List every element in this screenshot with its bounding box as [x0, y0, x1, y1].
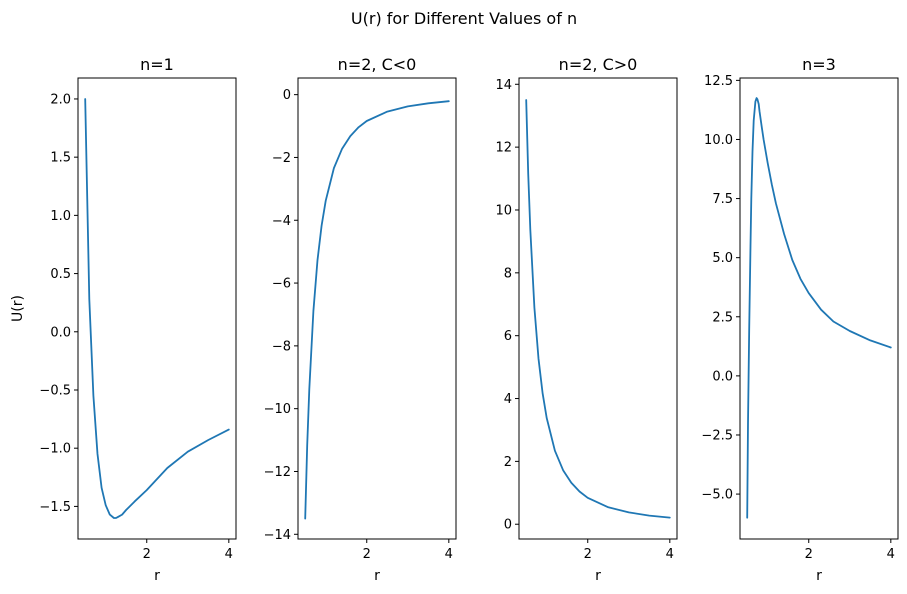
y-tick-label: −10 — [264, 402, 291, 417]
subplot-title: n=3 — [802, 55, 836, 74]
axes-frame-4 — [739, 77, 899, 540]
y-tick-label: 6 — [504, 329, 512, 344]
x-axis-label: r — [595, 568, 601, 584]
y-tick-label: 10.0 — [704, 133, 733, 148]
y-tick-label: −8 — [272, 339, 291, 354]
axes-frame-3 — [518, 77, 678, 540]
y-tick-label: −0.5 — [39, 383, 71, 398]
x-tick-label: 4 — [887, 547, 895, 562]
x-axis-label: r — [374, 568, 380, 584]
figure-title: U(r) for Different Values of n — [351, 9, 577, 28]
x-tick-label: 2 — [805, 547, 813, 562]
series-line-4-1 — [746, 97, 892, 519]
y-tick-label: 0 — [504, 518, 512, 533]
series-line-2-1 — [304, 100, 450, 520]
y-tick-label: 2 — [504, 455, 512, 470]
y-tick-label: 0 — [283, 88, 291, 103]
subplot-title: n=2, C<0 — [338, 55, 417, 74]
subplot-title: n=2, C>0 — [559, 55, 638, 74]
y-tick-label: −6 — [272, 277, 291, 292]
y-tick-label: 0.5 — [50, 267, 71, 282]
y-tick-label: −14 — [264, 528, 291, 543]
x-tick-label: 2 — [584, 547, 592, 562]
x-tick-label: 4 — [666, 547, 674, 562]
y-tick-label: 5.0 — [712, 251, 733, 266]
subplot-4: 2 4 −5.0 −2.5 0.0 2.5 5.0 7.5 10.0 12.5 n=3 r — [701, 55, 899, 584]
y-tick-label: 2.5 — [712, 310, 733, 325]
x-tick-label: 4 — [225, 547, 233, 562]
y-tick-label: 12.5 — [704, 74, 733, 89]
y-tick-label: 12 — [495, 141, 512, 156]
y-axis-label: U(r) — [10, 295, 26, 322]
x-axis-label: r — [816, 568, 822, 584]
subplot-3: 2 4 0 2 4 6 8 10 12 14 n=2, C>0 r — [495, 55, 678, 584]
x-tick-label: 2 — [143, 547, 151, 562]
x-tick-label: 2 — [363, 547, 371, 562]
y-tick-label: 14 — [495, 78, 512, 93]
y-tick-label: −1.0 — [39, 442, 71, 457]
series-line-1-1 — [84, 98, 230, 519]
y-tick-label: 1.0 — [50, 209, 71, 224]
x-tick-label: 4 — [445, 547, 453, 562]
y-tick-label: 7.5 — [712, 192, 733, 207]
x-axis-label: r — [154, 568, 160, 584]
y-tick-label: 4 — [504, 392, 512, 407]
y-tick-label: −2.5 — [701, 428, 733, 443]
y-tick-label: 0.0 — [712, 369, 733, 384]
subplot-1: 2 4 −1.5 −1.0 −0.5 0.0 0.5 1.0 1.5 2.0 n=1 r U(r) — [10, 55, 237, 584]
y-tick-label: 1.5 — [50, 151, 71, 166]
y-tick-label: 10 — [495, 203, 512, 218]
y-tick-label: 0.0 — [50, 325, 71, 340]
y-tick-label: −1.5 — [39, 500, 71, 515]
y-tick-label: −12 — [264, 465, 291, 480]
y-tick-label: −5.0 — [701, 488, 733, 503]
y-tick-label: 2.0 — [50, 92, 71, 107]
y-tick-label: −4 — [272, 214, 291, 229]
subplot-title: n=1 — [140, 55, 174, 74]
subplot-2: 2 4 −14 −12 −10 −8 −6 −4 −2 0 n=2, C<0 r — [264, 55, 457, 584]
y-tick-label: −2 — [272, 151, 291, 166]
series-line-3-1 — [525, 99, 671, 519]
y-tick-label: 8 — [504, 266, 512, 281]
axes-frame-2 — [297, 77, 457, 540]
axes-frame-1 — [77, 77, 237, 540]
